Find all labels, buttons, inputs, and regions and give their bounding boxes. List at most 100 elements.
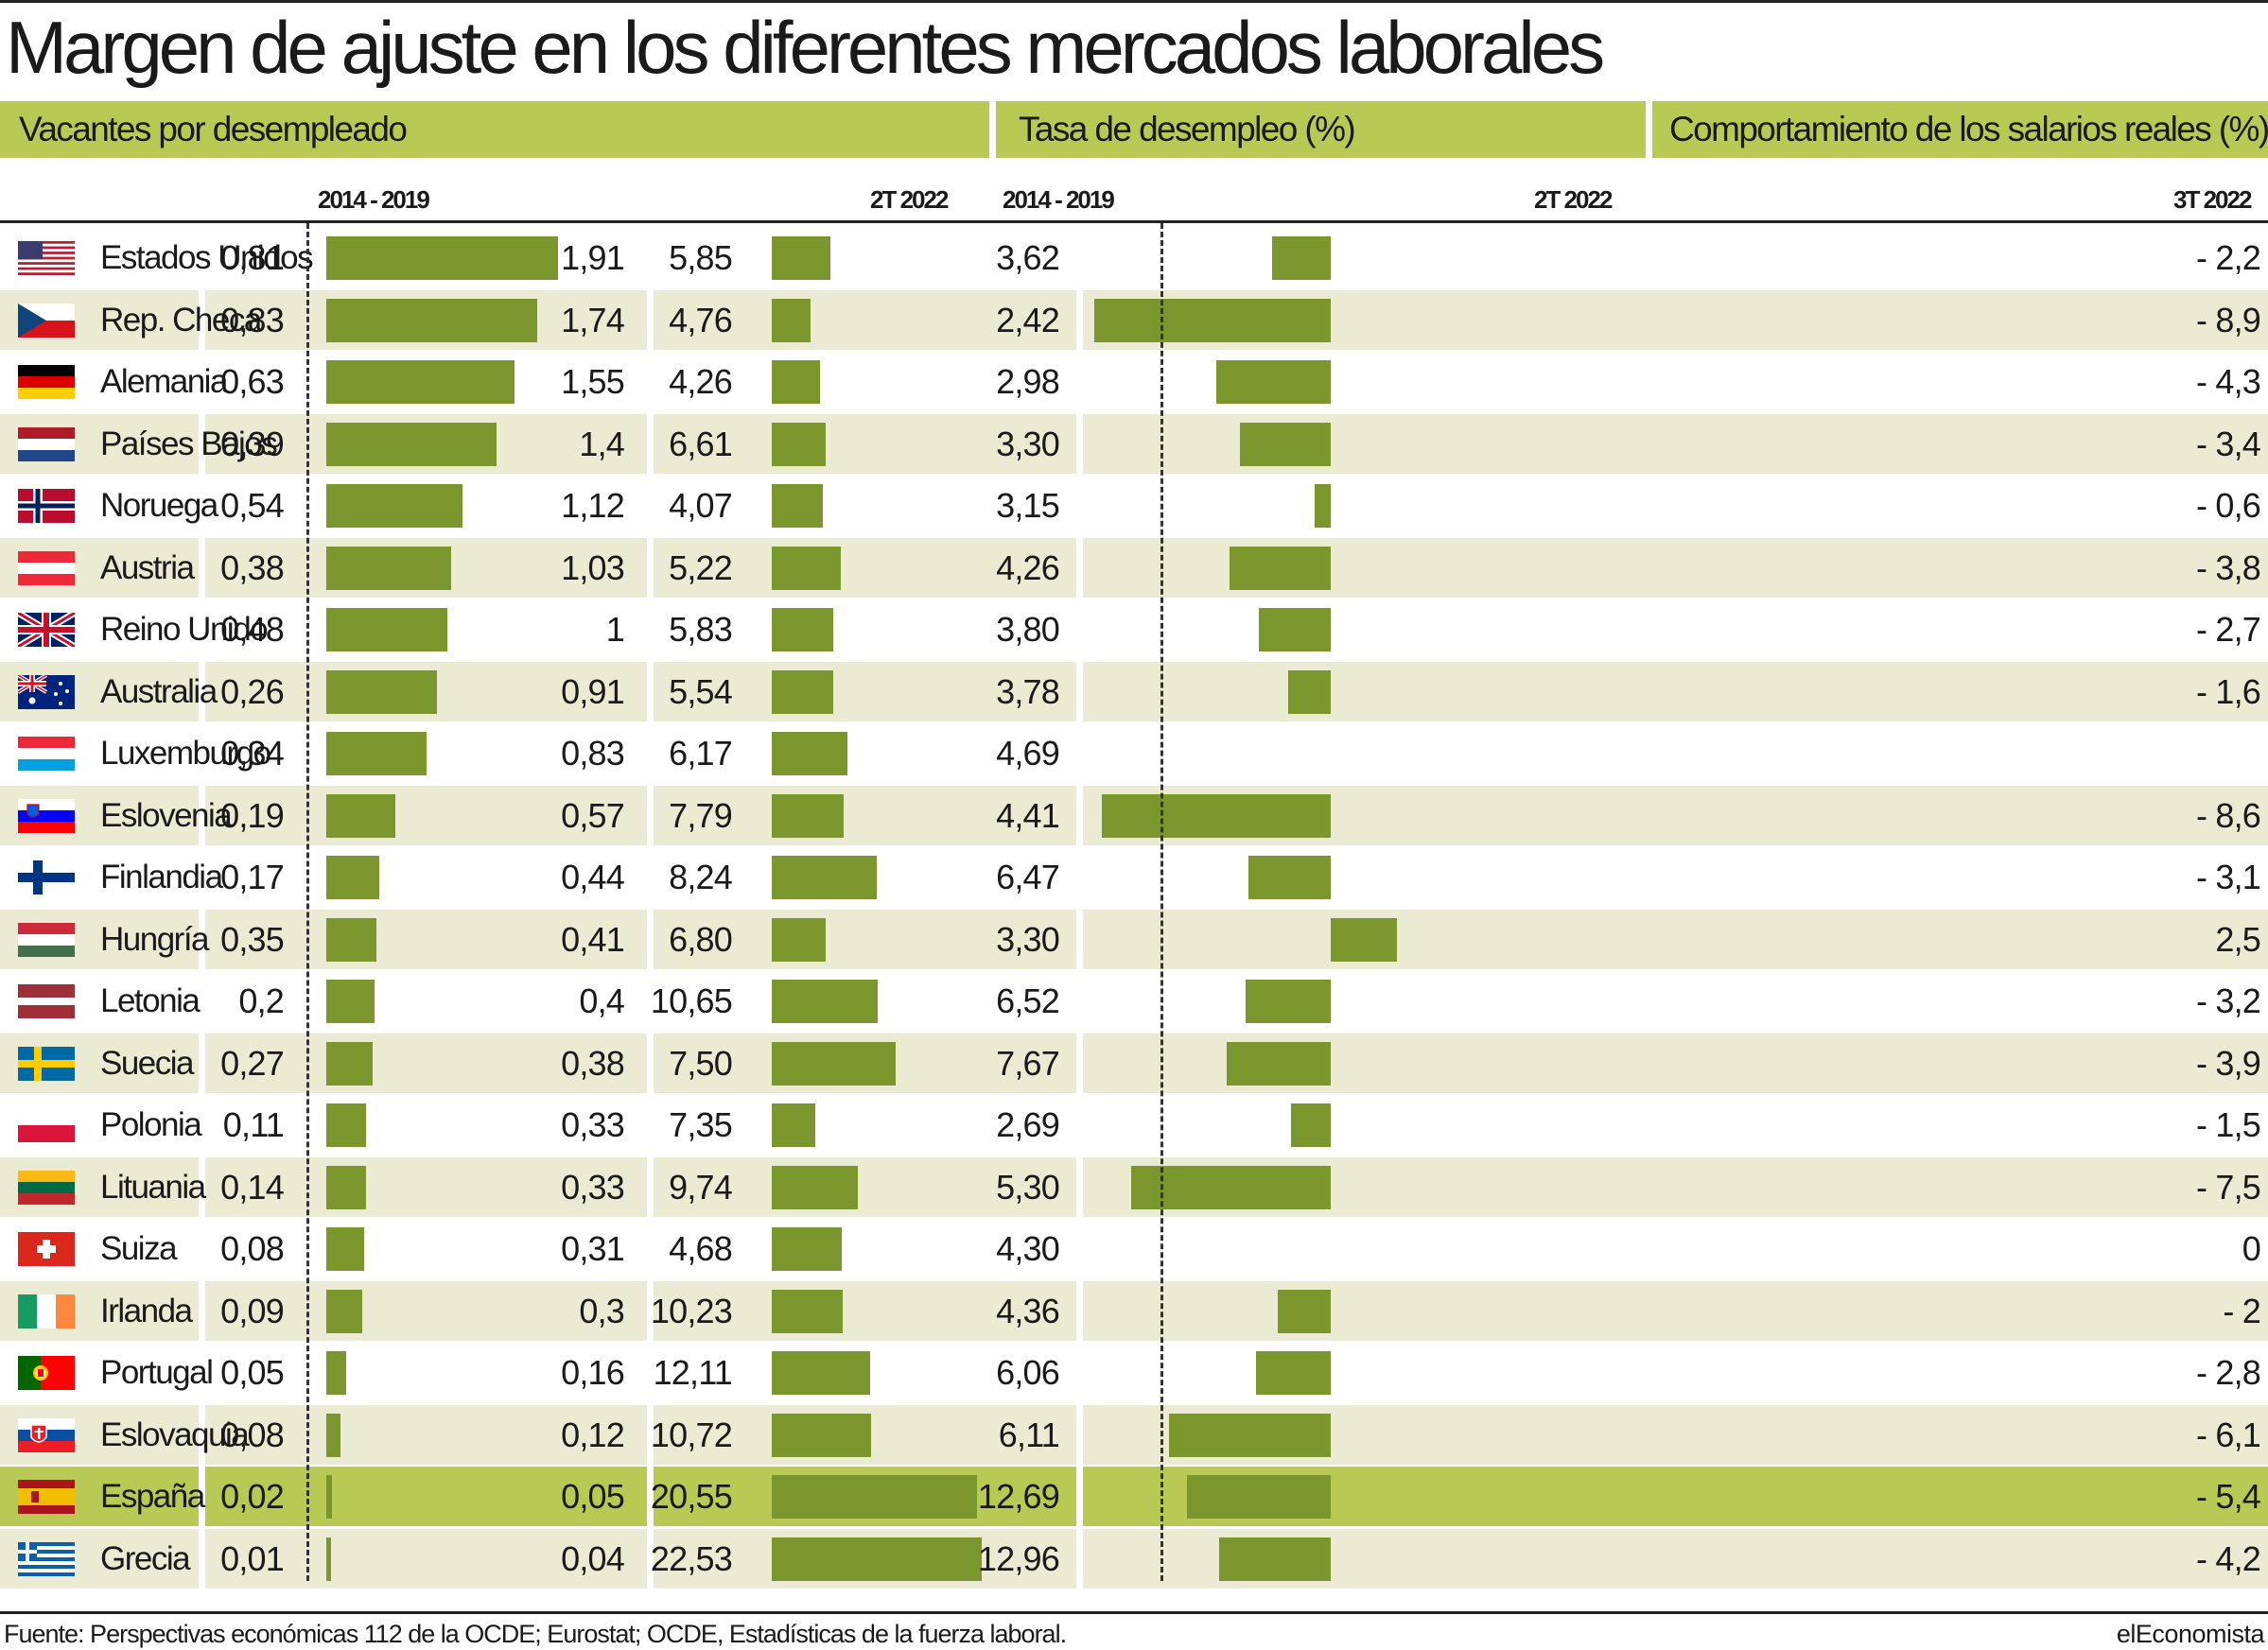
- tasa-2014-2019-value: 9,74: [669, 1167, 733, 1207]
- row-gap: [1076, 1343, 1083, 1402]
- vac-2014-2019-value: 0,14: [220, 1167, 285, 1207]
- sal-3t2022-value: - 3,4: [2195, 424, 2261, 463]
- vac-2t2022-value: 0,12: [561, 1415, 625, 1454]
- tasa-2t2022-bar: [772, 669, 833, 714]
- row-gap: [1076, 1528, 1083, 1589]
- tasa-2t2022-bar: [772, 732, 848, 775]
- sal-3t2022-bar: [1131, 1165, 1331, 1209]
- vac-2014-2019-value: 0,09: [220, 1291, 285, 1330]
- row-gap: [199, 1219, 205, 1278]
- table-row: España 0,02 0,05 20,55 12,69 - 5,4: [0, 1467, 2268, 1526]
- row-gap: [647, 661, 654, 721]
- sal-3t2022-value: - 8,6: [2195, 795, 2261, 835]
- table-row: Eslovenia 0,19 0,57 7,79 4,41 - 8,6: [0, 785, 2268, 845]
- flag-icon-lt: [18, 1170, 75, 1205]
- section-bar-vacantes: [0, 101, 989, 158]
- tasa-2t2022-value: 2,42: [996, 300, 1060, 339]
- tasa-2014-2019-value: 5,83: [669, 610, 733, 649]
- tasa-2t2022-value: 2,69: [996, 1105, 1060, 1144]
- sal-3t2022-bar: [1227, 1041, 1331, 1086]
- tasa-2014-2019-value: 4,26: [669, 362, 733, 401]
- flag-icon-hu: [18, 922, 75, 957]
- sal-3t2022-bar: [1094, 298, 1331, 342]
- sal-3t2022-bar: [1288, 669, 1331, 714]
- row-gap: [199, 1095, 205, 1155]
- flag-icon-de: [18, 365, 75, 399]
- row-gap: [647, 599, 654, 659]
- sal-3t2022-value: 0: [2242, 1229, 2261, 1268]
- row-gap: [1076, 289, 1083, 350]
- row-gap: [647, 289, 654, 350]
- tasa-2t2022-value: 3,30: [996, 919, 1060, 959]
- vac-2t2022-bar: [326, 917, 376, 962]
- table-row: Polonia 0,11 0,33 7,35 2,69 - 1,5: [0, 1095, 2268, 1155]
- row-gap: [1076, 723, 1083, 783]
- tasa-2t2022-bar: [772, 1165, 858, 1209]
- country-name: Noruega: [100, 487, 218, 524]
- row-gap: [647, 1467, 654, 1526]
- flag-icon-at: [18, 550, 75, 585]
- tasa-2t2022-value: 12,96: [977, 1538, 1060, 1578]
- vac-2014-2019-value: 0,08: [220, 1415, 285, 1454]
- vac-2t2022-value: 0,33: [561, 1105, 625, 1144]
- sal-3t2022-bar: [1246, 980, 1331, 1023]
- col-header-tasa-2t2022: 2T 2022: [1534, 185, 1613, 214]
- sal-3t2022-bar: [1315, 484, 1331, 528]
- page-title: Margen de ajuste en los diferentes merca…: [6, 6, 1605, 89]
- country-name: Eslovenia: [100, 796, 233, 834]
- tasa-2014-2019-value: 7,50: [669, 1043, 733, 1083]
- tasa-2t2022-bar: [772, 1227, 842, 1271]
- flag-icon-gr: [18, 1541, 75, 1576]
- vac-2014-2019-value: 0,54: [220, 486, 285, 525]
- flag-icon-si: [18, 798, 75, 833]
- sal-3t2022-value: - 5,4: [2195, 1477, 2261, 1516]
- tasa-2014-2019-value: 5,85: [669, 238, 733, 277]
- sal-3t2022-bar: [1277, 1289, 1331, 1333]
- vac-2t2022-value: 0,3: [579, 1291, 624, 1330]
- sal-3t2022-bar: [1168, 1413, 1331, 1457]
- vac-2t2022-bar: [326, 422, 497, 466]
- table-row: Alemania 0,63 1,55 4,26 2,98 - 4,3: [0, 352, 2268, 411]
- separator-tasa: [1160, 223, 1163, 1581]
- vac-2t2022-bar: [326, 1475, 333, 1519]
- sal-3t2022-value: - 3,8: [2195, 547, 2261, 587]
- tasa-2t2022-bar: [772, 1103, 816, 1147]
- col-header-vac-2014-2019: 2014 - 2019: [318, 185, 430, 214]
- source-note: Fuente: Perspectivas económicas 112 de l…: [4, 1620, 1067, 1648]
- vac-2t2022-value: 0,04: [561, 1538, 625, 1578]
- vac-2t2022-bar: [326, 1289, 363, 1333]
- sal-3t2022-value: - 1,5: [2195, 1105, 2261, 1144]
- col-header-vac-2t2022: 2T 2022: [870, 185, 949, 214]
- vac-2014-2019-value: 0,63: [220, 362, 285, 401]
- row-gap: [647, 1280, 654, 1341]
- table-row: Eslovaquia 0,08 0,12 10,72 6,11 - 6,1: [0, 1404, 2268, 1465]
- tasa-2t2022-value: 4,41: [996, 795, 1060, 835]
- country-name: Países Bajos: [100, 425, 278, 462]
- table-row: Suiza 0,08 0,31 4,68 4,30 0: [0, 1219, 2268, 1278]
- sal-3t2022-value: - 3,1: [2195, 858, 2261, 896]
- tasa-2t2022-bar: [772, 980, 878, 1023]
- tasa-2014-2019-value: 4,76: [669, 300, 733, 339]
- col-header-tasa-2014-2019: 2014 - 2019: [1003, 185, 1115, 214]
- row-gap: [199, 289, 205, 350]
- flag-icon-pt: [18, 1356, 75, 1390]
- country-name: Rep. Checa: [100, 301, 262, 339]
- vac-2t2022-value: 0,16: [561, 1353, 625, 1392]
- sal-3t2022-value: - 7,5: [2195, 1167, 2261, 1207]
- row-gap: [199, 1033, 205, 1093]
- vac-2t2022-value: 1,4: [579, 424, 624, 463]
- row-gap: [199, 537, 205, 598]
- row-gap: [199, 1280, 205, 1341]
- vac-2t2022-value: 1,03: [561, 547, 625, 587]
- tasa-2t2022-value: 6,11: [998, 1415, 1060, 1454]
- vac-2014-2019-value: 0,05: [220, 1353, 285, 1392]
- sal-3t2022-bar: [1187, 1475, 1331, 1519]
- table-row: Luxemburgo 0,34 0,83 6,17 4,69: [0, 723, 2268, 783]
- row-gap: [199, 847, 205, 907]
- table-row: Rep. Checa 0,83 1,74 4,76 2,42 - 8,9: [0, 289, 2268, 350]
- flag-icon-ch: [18, 1232, 75, 1266]
- section-title-tasa: Tasa de desempleo (%): [1019, 110, 1356, 148]
- vac-2014-2019-value: 0,17: [220, 858, 285, 896]
- tasa-2014-2019-value: 12,11: [653, 1353, 733, 1392]
- row-gap: [647, 352, 654, 411]
